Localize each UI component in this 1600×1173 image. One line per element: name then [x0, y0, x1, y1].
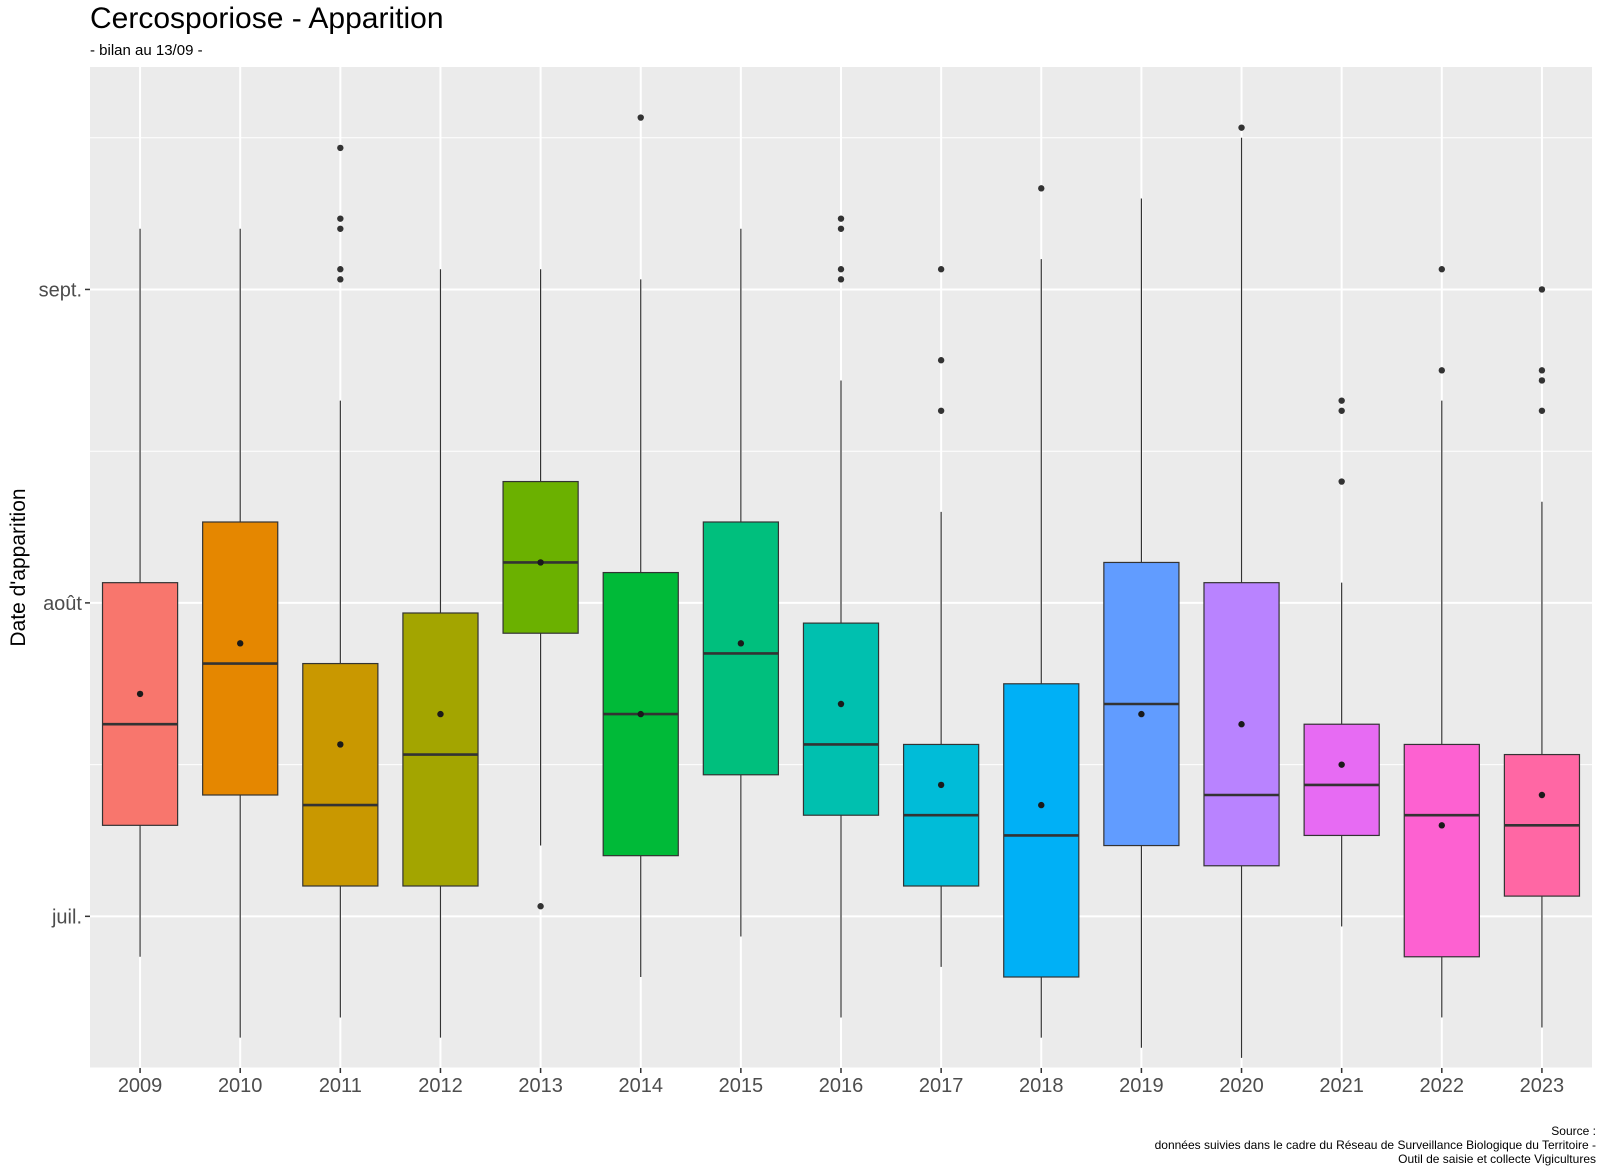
x-tick-label: 2010 — [218, 1075, 263, 1097]
x-tick-label: 2015 — [719, 1075, 764, 1097]
outlier-point — [937, 407, 945, 414]
outlier-point — [1238, 124, 1245, 131]
outlier-point — [837, 225, 845, 232]
mean-point — [1138, 710, 1145, 718]
mean-point — [1038, 801, 1045, 809]
box-2010 — [202, 521, 279, 796]
source-caption: Source : données suivies dans le cadre d… — [1155, 1124, 1596, 1166]
outlier-point — [337, 215, 344, 222]
mean-point — [1238, 721, 1245, 728]
mean-point — [837, 700, 845, 708]
mean-point — [737, 640, 745, 647]
mean-point — [237, 640, 244, 647]
outlier-point — [837, 276, 845, 283]
x-tick-label: 2022 — [1420, 1075, 1465, 1097]
outlier-point — [1538, 377, 1546, 384]
mean-point — [537, 559, 544, 566]
mean-point — [437, 710, 444, 718]
box-2013 — [502, 480, 579, 634]
x-tick-label: 2009 — [118, 1075, 163, 1097]
box-2015 — [702, 521, 780, 776]
outlier-point — [1538, 367, 1546, 374]
box-2018 — [1003, 683, 1080, 978]
mean-point — [1538, 791, 1546, 799]
x-tick-label: 2012 — [418, 1075, 463, 1097]
outlier-point — [837, 266, 845, 273]
mean-point — [637, 710, 644, 718]
outlier-point — [1338, 397, 1345, 404]
outlier-point — [1438, 266, 1446, 273]
x-tick-label: 2013 — [518, 1075, 563, 1097]
y-tick-label: sept. — [39, 279, 82, 301]
outlier-point — [537, 903, 544, 910]
outlier-point — [337, 266, 344, 273]
box-2011 — [302, 662, 379, 887]
outlier-point — [937, 266, 945, 273]
caption-line-1: Source : — [1551, 1124, 1596, 1138]
x-tick-label: 2018 — [1019, 1075, 1064, 1097]
mean-point — [1338, 761, 1345, 768]
x-tick-label: 2019 — [1119, 1075, 1164, 1097]
outlier-point — [937, 357, 945, 364]
outlier-point — [837, 215, 845, 222]
box-2016 — [802, 622, 880, 816]
y-axis-title: Date d'apparition — [7, 488, 30, 646]
mean-point — [937, 781, 945, 789]
box-2012 — [402, 612, 479, 887]
box-2009 — [101, 582, 179, 826]
box-2021 — [1303, 723, 1380, 837]
outlier-point — [1538, 286, 1546, 293]
outlier-point — [1338, 478, 1345, 485]
x-tick-label: 2023 — [1520, 1075, 1565, 1097]
x-tick-label: 2011 — [319, 1075, 362, 1097]
x-tick-label: 2014 — [618, 1075, 663, 1097]
x-tick-label: 2017 — [919, 1075, 964, 1097]
outlier-point — [337, 276, 344, 283]
y-tick-label: août — [43, 593, 82, 615]
outlier-point — [637, 114, 644, 121]
chart-subtitle: - bilan au 13/09 - — [90, 42, 203, 59]
outlier-point — [1338, 407, 1345, 414]
mean-point — [136, 690, 144, 698]
outlier-point — [1038, 185, 1045, 192]
y-tick-label: juil. — [51, 906, 82, 928]
x-tick-label: 2020 — [1219, 1075, 1264, 1097]
outlier-point — [1538, 407, 1546, 414]
box-2022 — [1403, 743, 1480, 958]
caption-line-2: données suivies dans le cadre du Réseau … — [1154, 1138, 1596, 1152]
outlier-point — [337, 225, 344, 232]
x-tick-label: 2016 — [819, 1075, 864, 1097]
outlier-point — [1438, 367, 1446, 374]
outlier-point — [337, 144, 344, 152]
mean-point — [1438, 822, 1446, 829]
caption-line-3: Outil de saisie et collecte Vigicultures — [1398, 1152, 1596, 1166]
x-tick-label: 2021 — [1319, 1075, 1364, 1097]
chart-title: Cercosporiose - Apparition — [90, 2, 444, 35]
mean-point — [337, 741, 344, 748]
